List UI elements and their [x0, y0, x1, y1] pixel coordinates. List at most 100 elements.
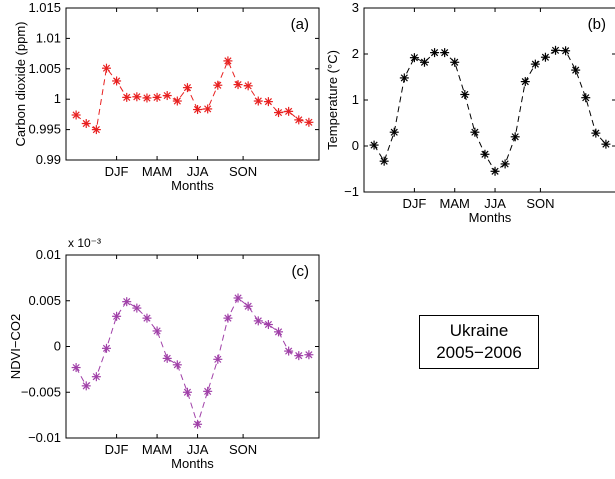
- data-point: [101, 63, 111, 73]
- y-tick-label: 1: [54, 91, 61, 106]
- data-point: [253, 96, 263, 106]
- x-tick-label: DJF: [402, 196, 426, 211]
- panel-b: −1 0 1 2 3 DJF MAM JJA SON Months Temperature (°C)…: [325, 0, 615, 225]
- x-tick-label: MAM: [142, 164, 172, 179]
- x-tick-label: DJF: [105, 442, 129, 457]
- data-point: [81, 119, 91, 129]
- data-point: [460, 89, 470, 99]
- data-point: [450, 57, 460, 67]
- data-point: [91, 372, 101, 382]
- data-point: [152, 92, 162, 102]
- y-tick-label: 0.005: [28, 293, 61, 308]
- data-point: [591, 128, 601, 138]
- data-point: [253, 316, 263, 326]
- x-tick-label: SON: [526, 196, 554, 211]
- y-tick-label: 0.01: [36, 247, 61, 262]
- panel-tag: (a): [291, 16, 309, 33]
- x-tick-label: JJA: [187, 164, 209, 179]
- data-point: [379, 156, 389, 166]
- data-point: [520, 77, 530, 87]
- data-point: [223, 313, 233, 323]
- data-point: [263, 97, 273, 107]
- panel-tag: (c): [292, 263, 310, 280]
- data-point: [243, 81, 253, 91]
- data-point: [162, 353, 172, 363]
- data-point: [440, 48, 450, 58]
- y-tick-label: 1.015: [28, 0, 61, 15]
- data-point: [294, 115, 304, 125]
- data-point: [142, 313, 152, 323]
- y-tick-label: −0.005: [21, 384, 61, 399]
- data-point: [112, 76, 122, 86]
- data-point: [409, 53, 419, 63]
- data-point: [233, 80, 243, 90]
- location-label-box: Ukraine 2005−2006: [419, 315, 539, 369]
- y-tick-label: −0.01: [28, 430, 61, 445]
- data-point: [601, 139, 611, 149]
- data-point: [294, 351, 304, 361]
- y-tick-label: 3: [352, 0, 359, 15]
- data-point: [203, 104, 213, 114]
- y-tick-label: 1: [352, 92, 359, 107]
- plot-frame: [65, 7, 320, 161]
- data-point: [172, 96, 182, 106]
- data-point: [581, 93, 591, 103]
- data-point: [203, 386, 213, 396]
- data-point: [399, 73, 409, 83]
- y-axis-label: NDVI−CO2: [8, 314, 23, 379]
- x-tick-label: DJF: [105, 164, 129, 179]
- data-point: [561, 46, 571, 56]
- data-point: [71, 110, 81, 120]
- data-point: [274, 108, 284, 118]
- data-point: [243, 301, 253, 311]
- data-point: [510, 132, 520, 142]
- period-label: 2005−2006: [436, 343, 522, 362]
- data-point: [142, 93, 152, 103]
- y-tick-label: 1.01: [36, 30, 61, 45]
- x-axis-label: Months: [171, 178, 214, 193]
- data-point: [71, 363, 81, 373]
- panel-a: 0.99 0.995 1 1.005 1.01 1.015 DJF MAM JJA SON Mont…: [13, 0, 320, 193]
- data-point: [101, 343, 111, 353]
- data-point: [389, 127, 399, 137]
- series-line: [373, 49, 607, 173]
- x-axis-label: Months: [469, 210, 512, 225]
- y-tick-label: 2: [352, 46, 359, 61]
- plot-frame: [363, 7, 615, 193]
- data-point: [233, 293, 243, 303]
- x-tick-label: JJA: [187, 442, 209, 457]
- data-point: [551, 45, 561, 55]
- data-point: [122, 92, 132, 102]
- data-point: [530, 59, 540, 69]
- data-point: [284, 346, 294, 356]
- x-tick-label: SON: [229, 442, 257, 457]
- y-tick-label: 0.995: [28, 122, 61, 137]
- data-point: [213, 80, 223, 90]
- data-point: [500, 159, 510, 169]
- y-axis-exponent: x 10⁻³: [68, 236, 101, 250]
- data-point: [132, 303, 142, 313]
- y-tick-label: −1: [344, 184, 359, 199]
- data-point: [152, 326, 162, 336]
- x-tick-label: MAM: [440, 196, 470, 211]
- y-axis-label: Temperature (°C): [325, 50, 340, 150]
- y-axis-label: Carbon dioxide (ppm): [13, 21, 28, 146]
- data-point: [274, 327, 284, 337]
- data-point: [132, 92, 142, 102]
- data-point: [172, 360, 182, 370]
- y-tick-label: 1.005: [28, 61, 61, 76]
- panel-c: −0.01 −0.005 0 0.005 0.01 DJF MAM JJA SON Months N…: [8, 236, 320, 471]
- data-point: [182, 387, 192, 397]
- x-tick-label: SON: [229, 164, 257, 179]
- series-line: [75, 59, 309, 131]
- data-point: [122, 297, 132, 307]
- data-point: [213, 354, 223, 364]
- panel-tag: (b): [588, 16, 606, 33]
- data-point: [182, 83, 192, 93]
- data-point: [91, 125, 101, 135]
- data-point: [430, 48, 440, 58]
- x-tick-label: JJA: [484, 196, 506, 211]
- x-axis-label: Months: [171, 456, 214, 471]
- data-point: [540, 52, 550, 62]
- data-point: [304, 117, 314, 127]
